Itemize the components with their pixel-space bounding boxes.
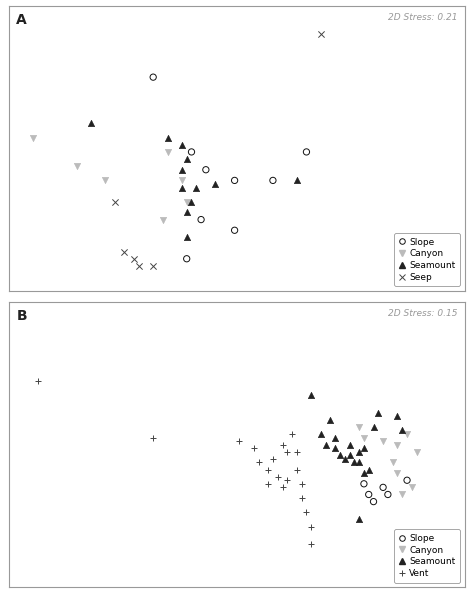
Point xyxy=(274,472,282,482)
Point xyxy=(370,422,377,432)
Point xyxy=(303,508,310,517)
Point xyxy=(250,444,257,453)
Point xyxy=(269,176,277,185)
Point xyxy=(30,133,37,142)
Point xyxy=(356,458,363,467)
Point xyxy=(236,436,243,446)
Point xyxy=(331,444,339,453)
Point xyxy=(135,261,143,270)
Point xyxy=(192,183,200,192)
Point xyxy=(178,165,186,174)
Point xyxy=(255,458,262,467)
Point xyxy=(360,479,368,489)
Text: B: B xyxy=(16,310,27,323)
Point xyxy=(293,447,301,457)
Point xyxy=(35,376,42,385)
Point xyxy=(159,215,166,224)
Point xyxy=(308,540,315,549)
Point xyxy=(394,412,401,421)
Point xyxy=(413,447,420,457)
Text: 2D Stress: 0.15: 2D Stress: 0.15 xyxy=(388,310,458,318)
Point xyxy=(356,515,363,524)
Point xyxy=(403,476,411,485)
Point xyxy=(183,254,191,263)
Point xyxy=(264,465,272,474)
Point xyxy=(279,440,286,449)
Point xyxy=(183,154,191,164)
Point xyxy=(231,225,238,235)
Point xyxy=(303,147,310,157)
Point xyxy=(360,468,368,478)
Point xyxy=(279,483,286,492)
Point xyxy=(384,490,392,499)
Point xyxy=(288,429,296,439)
Point xyxy=(365,465,373,474)
Point xyxy=(149,433,157,442)
Point xyxy=(403,429,411,439)
Point xyxy=(351,458,358,467)
Point xyxy=(379,483,387,492)
Point xyxy=(188,197,195,206)
Point xyxy=(346,451,353,460)
Point xyxy=(389,458,396,467)
Point xyxy=(183,197,191,206)
Point xyxy=(322,440,329,449)
Point xyxy=(336,451,344,460)
Point xyxy=(379,436,387,446)
Point xyxy=(365,490,373,499)
Point xyxy=(331,433,339,442)
Legend: Slope, Canyon, Seamount, Vent: Slope, Canyon, Seamount, Vent xyxy=(394,530,460,582)
Point xyxy=(370,497,377,506)
Point xyxy=(87,119,95,128)
Point xyxy=(197,215,205,224)
Point xyxy=(178,176,186,185)
Point xyxy=(164,147,171,157)
Point xyxy=(394,440,401,449)
Point xyxy=(356,447,363,457)
Point xyxy=(101,176,109,185)
Point xyxy=(111,197,118,206)
Point xyxy=(308,390,315,400)
Point xyxy=(231,176,238,185)
Text: 2D Stress: 0.21: 2D Stress: 0.21 xyxy=(388,13,458,22)
Point xyxy=(399,426,406,435)
Point xyxy=(183,232,191,242)
Point xyxy=(360,444,368,453)
Point xyxy=(202,165,210,174)
Point xyxy=(149,72,157,82)
Point xyxy=(183,208,191,217)
Point xyxy=(356,422,363,432)
Point xyxy=(360,433,368,442)
Point xyxy=(164,133,171,142)
Point xyxy=(308,522,315,531)
Point xyxy=(188,147,195,157)
Point xyxy=(327,415,334,425)
Point xyxy=(298,479,305,489)
Point xyxy=(317,30,325,39)
Point xyxy=(264,479,272,489)
Point xyxy=(293,465,301,474)
Point xyxy=(408,483,416,492)
Point xyxy=(293,176,301,185)
Text: A: A xyxy=(16,13,27,27)
Point xyxy=(394,468,401,478)
Point xyxy=(317,429,325,439)
Point xyxy=(269,454,277,464)
Point xyxy=(346,440,353,449)
Point xyxy=(374,408,382,417)
Point xyxy=(212,179,219,189)
Point xyxy=(121,247,128,256)
Legend: Slope, Canyon, Seamount, Seep: Slope, Canyon, Seamount, Seep xyxy=(394,233,460,286)
Point xyxy=(178,140,186,149)
Point xyxy=(298,493,305,503)
Point xyxy=(130,254,138,263)
Point xyxy=(341,454,348,464)
Point xyxy=(399,490,406,499)
Point xyxy=(178,183,186,192)
Point xyxy=(149,261,157,270)
Point xyxy=(73,161,80,171)
Point xyxy=(283,476,291,485)
Point xyxy=(283,447,291,457)
